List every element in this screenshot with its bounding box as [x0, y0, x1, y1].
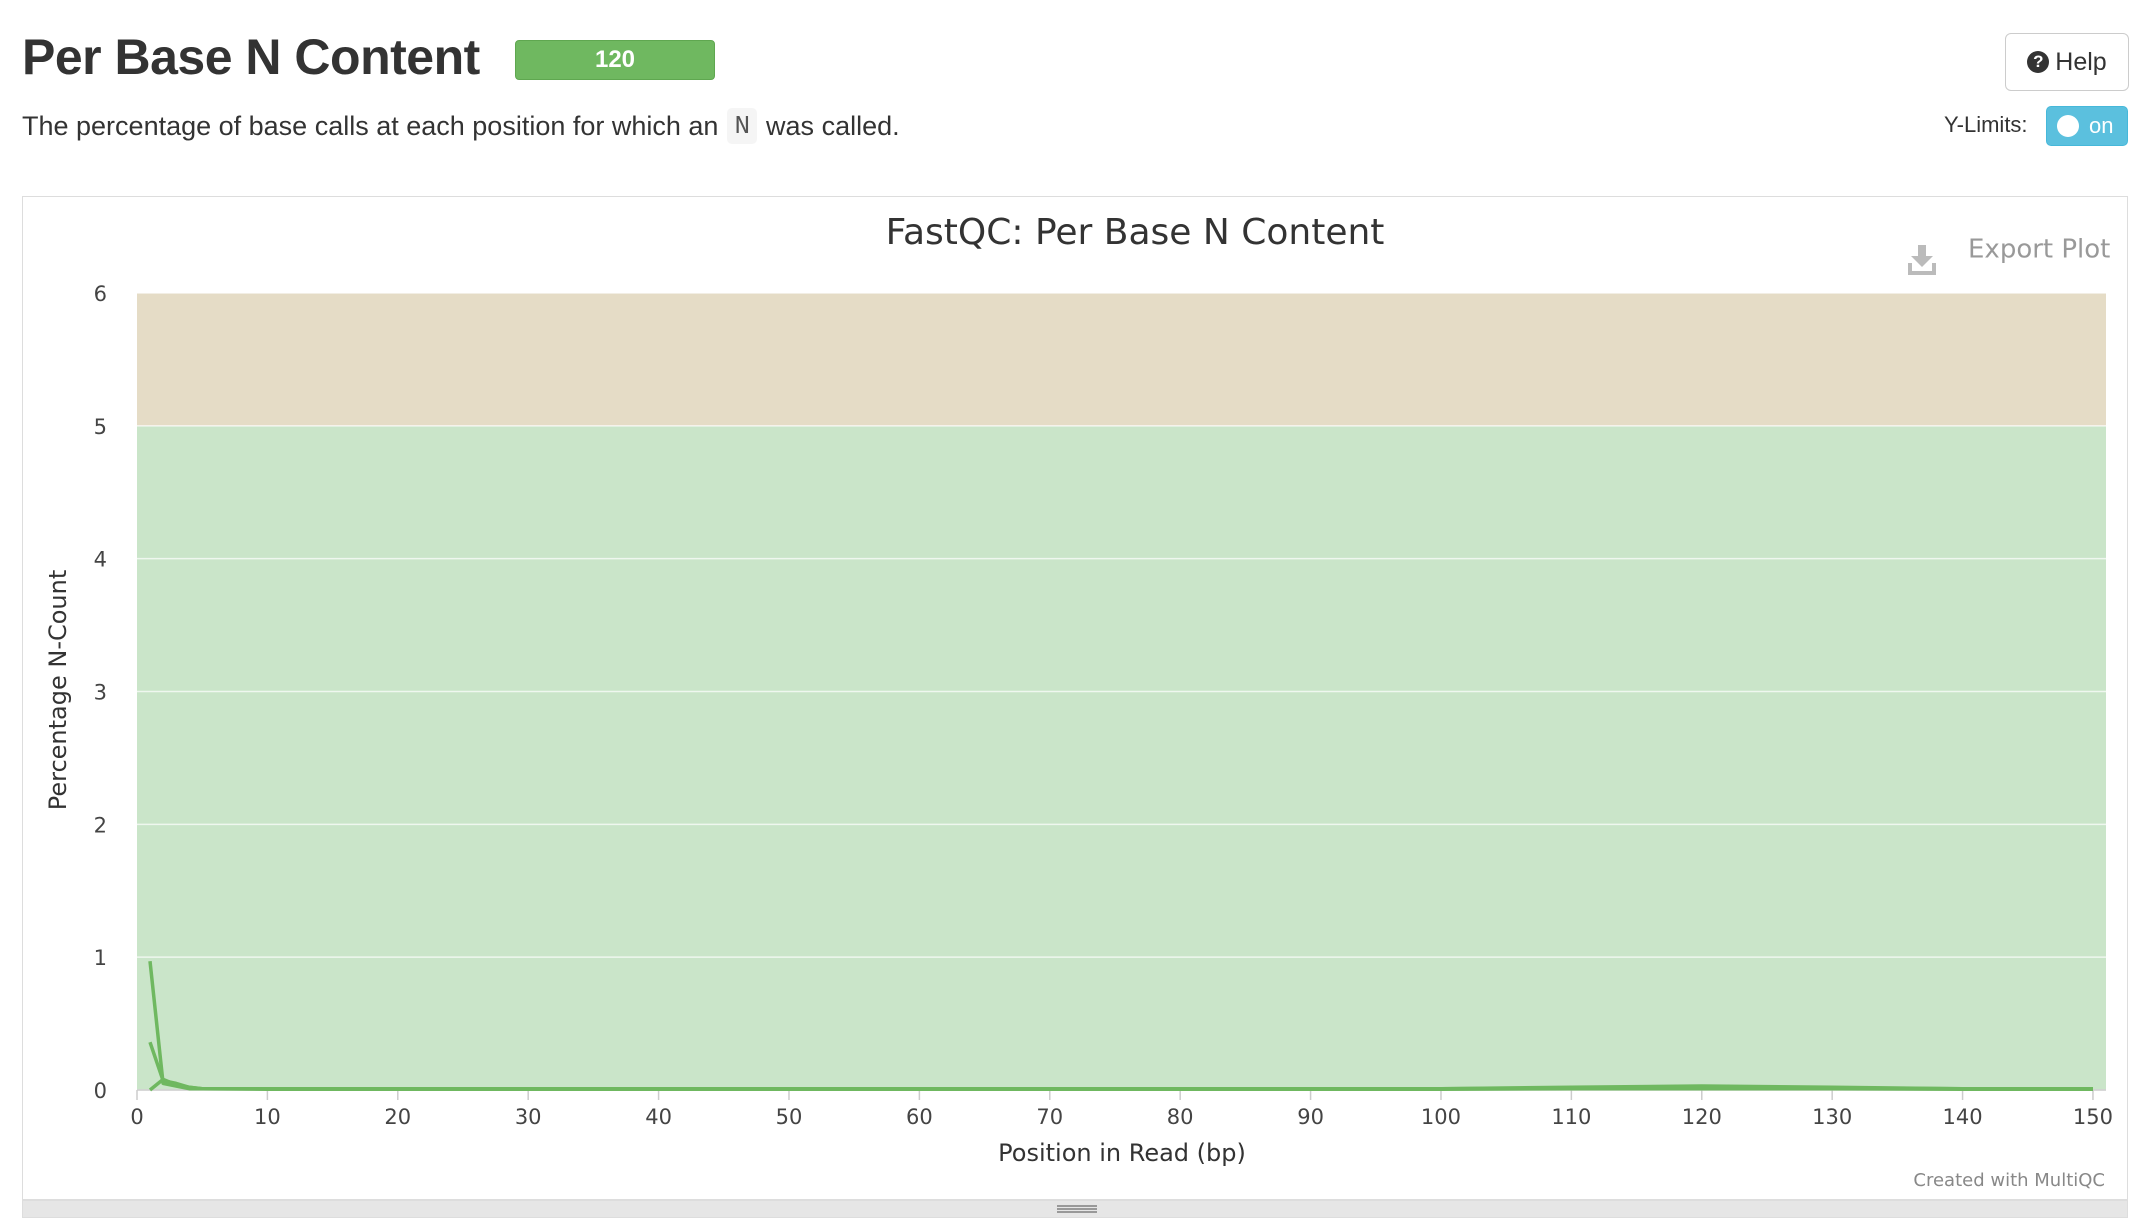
chart: FastQC: Per Base N Content Export Plot 0…	[44, 212, 2113, 1191]
plot-resize-handle[interactable]	[22, 1200, 2128, 1218]
x-tick-label: 130	[1812, 1105, 1852, 1129]
y-tick-label: 3	[94, 681, 107, 705]
x-tick-label: 50	[776, 1105, 803, 1129]
ylimits-toggle[interactable]: on	[2046, 106, 2128, 146]
export-plot-button[interactable]: Export Plot	[1908, 235, 2110, 276]
section-description: The percentage of base calls at each pos…	[22, 108, 900, 144]
x-axis: 0 10 20 30 40 50 60 70 80 90 100 110 120 130 140 150	[130, 1089, 2113, 1129]
description-code: N	[727, 108, 758, 144]
plot-panel: FastQC: Per Base N Content Export Plot 0…	[22, 196, 2128, 1200]
y-tick-label: 6	[94, 282, 107, 306]
toggle-knob	[2057, 115, 2079, 137]
y-tick-label: 0	[94, 1079, 107, 1103]
y-tick-label: 1	[94, 946, 107, 970]
resize-grip-icon	[1057, 1205, 1097, 1213]
question-circle-icon: ?	[2027, 51, 2050, 73]
chart-series	[148, 961, 2093, 1092]
x-tick-label: 20	[384, 1105, 411, 1129]
toggle-label: on	[2089, 113, 2114, 138]
y-axis: 0 1 2 3 4 5 6	[94, 282, 107, 1103]
ylimits-label: Y-Limits:	[1944, 112, 2028, 137]
credit-text: Created with MultiQC	[1913, 1170, 2105, 1191]
x-tick-label: 30	[515, 1105, 542, 1129]
y-tick-label: 2	[94, 813, 107, 837]
x-tick-label: 10	[254, 1105, 281, 1129]
y-tick-label: 5	[94, 415, 107, 439]
x-tick-label: 150	[2073, 1105, 2113, 1129]
export-plot-label: Export Plot	[1968, 235, 2110, 265]
y-tick-label: 4	[94, 548, 107, 572]
chart-gridlines	[137, 292, 2106, 1091]
x-tick-label: 60	[906, 1105, 933, 1129]
chart-title: FastQC: Per Base N Content	[886, 212, 1385, 253]
chart-bands	[137, 293, 2106, 1090]
page-title: Per Base N Content	[22, 29, 480, 85]
description-text-after: was called.	[766, 110, 900, 141]
download-icon	[1908, 245, 1936, 275]
help-button[interactable]: ? Help	[2005, 33, 2129, 91]
x-tick-label: 40	[645, 1105, 672, 1129]
chart-band-1	[137, 293, 2106, 426]
chart-band-0	[137, 425, 2106, 1090]
x-tick-label: 120	[1682, 1105, 1722, 1129]
x-axis-label: Position in Read (bp)	[998, 1139, 1246, 1167]
x-tick-label: 0	[130, 1105, 143, 1129]
series-line-2[interactable]	[148, 1077, 2093, 1092]
description-text-before: The percentage of base calls at each pos…	[22, 110, 719, 141]
x-tick-label: 70	[1036, 1105, 1063, 1129]
y-axis-label: Percentage N-Count	[44, 570, 72, 811]
x-tick-label: 140	[1943, 1105, 1983, 1129]
help-button-label: Help	[2055, 47, 2107, 76]
x-tick-label: 110	[1551, 1105, 1591, 1129]
status-badge: 120	[515, 40, 715, 80]
x-tick-label: 80	[1167, 1105, 1194, 1129]
x-tick-label: 100	[1421, 1105, 1461, 1129]
x-tick-label: 90	[1297, 1105, 1324, 1129]
